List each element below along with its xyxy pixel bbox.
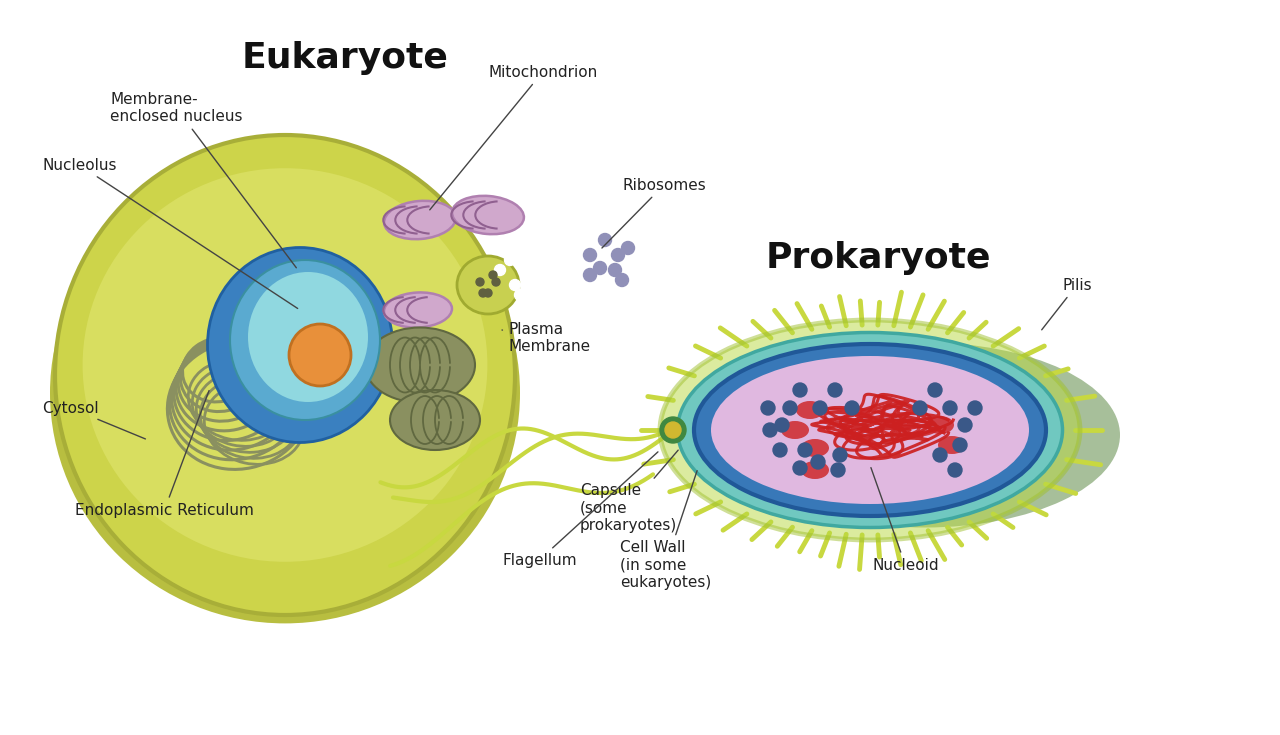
Ellipse shape [730,343,1120,528]
Ellipse shape [938,436,966,454]
Text: Pilis: Pilis [1042,278,1092,330]
Circle shape [763,423,777,437]
Ellipse shape [207,248,393,442]
Circle shape [828,383,842,397]
Circle shape [813,401,827,415]
Circle shape [774,418,788,432]
Circle shape [933,448,947,462]
Circle shape [833,448,847,462]
Ellipse shape [248,272,369,402]
Circle shape [773,443,787,457]
Text: Flagellum: Flagellum [502,452,658,567]
Ellipse shape [781,421,809,439]
Text: Nucleoid: Nucleoid [870,467,938,573]
Circle shape [928,383,942,397]
Circle shape [494,265,506,276]
Ellipse shape [83,168,488,562]
Circle shape [913,401,927,415]
Circle shape [515,290,526,301]
Circle shape [666,422,681,438]
Circle shape [535,262,545,273]
Ellipse shape [452,196,524,234]
Circle shape [612,248,625,262]
Circle shape [622,242,635,254]
Circle shape [525,274,535,285]
Circle shape [948,463,963,477]
Ellipse shape [55,135,515,615]
Circle shape [530,287,540,298]
Circle shape [509,279,521,290]
Text: Prokaryote: Prokaryote [765,241,991,275]
Ellipse shape [230,260,380,420]
Circle shape [968,401,982,415]
Circle shape [584,268,596,282]
Circle shape [489,271,497,279]
Circle shape [608,264,622,276]
Circle shape [954,438,966,452]
Ellipse shape [660,320,1080,540]
Circle shape [831,463,845,477]
Circle shape [476,278,484,286]
Ellipse shape [50,162,520,623]
Ellipse shape [390,390,480,450]
Text: Mitochondrion: Mitochondrion [430,65,598,210]
Text: Ribosomes: Ribosomes [602,177,705,248]
Text: Nucleolus: Nucleolus [42,157,298,309]
Circle shape [762,401,774,415]
Circle shape [584,248,596,262]
Ellipse shape [384,201,456,239]
Text: Membrane-
enclosed nucleus: Membrane- enclosed nucleus [110,92,297,268]
Ellipse shape [796,401,824,419]
Circle shape [599,234,612,246]
Circle shape [594,262,607,274]
Text: Capsule
(some
prokaryotes): Capsule (some prokaryotes) [580,450,678,533]
Circle shape [660,417,686,443]
Text: Plasma
Membrane: Plasma Membrane [502,322,590,354]
Circle shape [504,254,516,265]
Text: Cytosol: Cytosol [42,401,146,439]
Ellipse shape [365,328,475,403]
Circle shape [492,278,500,286]
Circle shape [520,265,530,276]
Circle shape [797,443,812,457]
Ellipse shape [457,256,518,314]
Ellipse shape [677,332,1062,528]
Ellipse shape [694,344,1046,516]
Ellipse shape [384,293,452,328]
Circle shape [943,401,957,415]
Circle shape [794,461,806,475]
Circle shape [812,455,826,469]
Text: Endoplasmic Reticulum: Endoplasmic Reticulum [76,390,253,517]
Ellipse shape [289,324,351,386]
Ellipse shape [710,356,1029,504]
Ellipse shape [801,461,829,479]
Circle shape [794,383,806,397]
Circle shape [845,401,859,415]
Circle shape [957,418,972,432]
Text: Eukaryote: Eukaryote [242,41,448,75]
Circle shape [479,289,486,297]
Ellipse shape [925,416,954,434]
Text: Cell Wall
(in some
eukaryotes): Cell Wall (in some eukaryotes) [620,470,712,590]
Circle shape [484,289,492,297]
Circle shape [783,401,797,415]
Circle shape [616,273,628,287]
Ellipse shape [801,439,829,457]
